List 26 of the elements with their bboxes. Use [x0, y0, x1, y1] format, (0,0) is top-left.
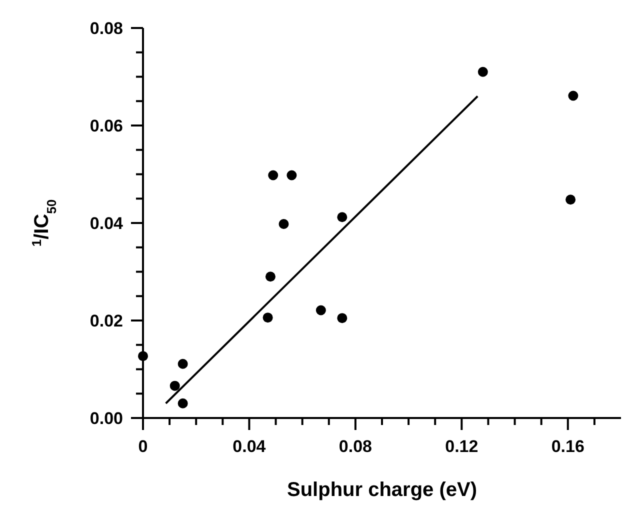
point — [265, 272, 276, 282]
y-tick-label: 0.08 — [90, 19, 123, 38]
y-tick-label: 0.04 — [90, 214, 124, 233]
point — [178, 398, 188, 408]
point — [286, 170, 297, 180]
point — [178, 358, 188, 369]
point — [138, 351, 148, 362]
point — [568, 90, 578, 101]
point — [170, 380, 180, 391]
point — [278, 218, 289, 229]
point — [478, 66, 488, 77]
point — [566, 194, 576, 205]
x-tick-label: 0.12 — [445, 437, 478, 456]
y-tick-label: 0.00 — [90, 409, 123, 428]
x-tick-label: 0 — [138, 437, 148, 456]
x-tick-label: 0.04 — [232, 437, 266, 456]
point — [337, 313, 348, 324]
point — [262, 312, 273, 323]
point — [268, 170, 278, 180]
point — [337, 212, 348, 222]
point — [316, 305, 326, 316]
y-tick-label: 0.02 — [90, 312, 123, 330]
x-axis-title: Sulphur charge (eV) — [286, 479, 478, 501]
y-tick-label: 0.06 — [90, 116, 123, 136]
x-tick-label: 0.16 — [551, 437, 584, 456]
x-tick-label: 0.08 — [338, 437, 372, 456]
